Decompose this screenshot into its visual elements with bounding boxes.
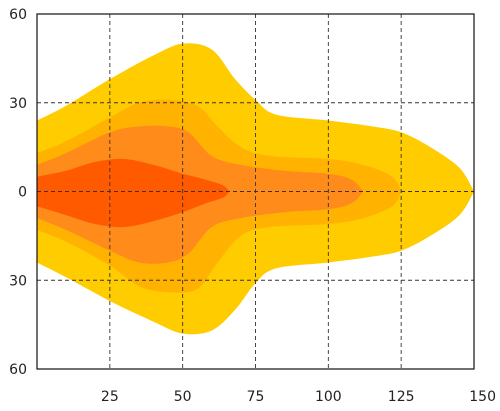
y-tick-label: 0 [18,185,27,201]
x-tick-label: 150 [469,389,496,405]
x-tick-label: 25 [101,389,119,405]
y-tick-label: 30 [9,273,27,289]
grid-lines [37,14,474,369]
y-tick-label: 60 [9,362,27,378]
x-tick-label: 125 [388,389,415,405]
contour-band-4 [37,158,230,228]
contour-bands [37,43,474,335]
y-tick-label: 30 [9,96,27,112]
plot-frame [36,13,475,370]
y-tick-label: 60 [9,7,27,23]
x-tick-label: 75 [247,389,265,405]
y-axis-ticks: 60 30 0 30 60 [9,7,27,378]
x-tick-label: 50 [174,389,192,405]
x-axis-ticks: 25 50 75 100 125 150 [101,389,496,405]
x-tick-label: 100 [315,389,342,405]
